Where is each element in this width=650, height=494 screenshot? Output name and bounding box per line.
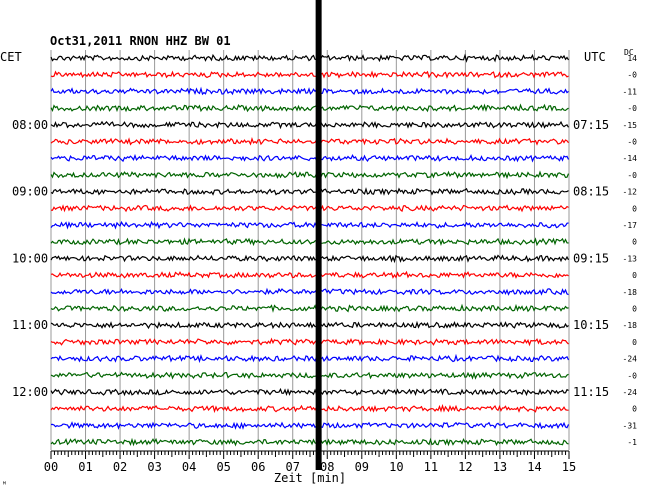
dc-offset-value: -0	[627, 104, 637, 113]
dc-offset-value: 0	[632, 405, 637, 414]
seismic-trace	[50, 303, 569, 313]
event-band	[315, 0, 322, 470]
dc-offset-value: 0	[632, 338, 637, 347]
dc-label: DC	[624, 48, 634, 57]
right-zone-label: UTC	[584, 50, 606, 64]
left-zone-label: CET	[0, 50, 22, 64]
x-tick-label: 10	[389, 460, 403, 474]
event-marker	[315, 0, 322, 470]
seismic-trace	[50, 153, 570, 163]
x-tick-label: 00	[44, 460, 58, 474]
dc-offset-value: -11	[623, 87, 638, 96]
x-tick-label: 05	[216, 460, 230, 474]
dc-offset-value: -1	[627, 438, 637, 447]
seismic-trace	[50, 270, 569, 279]
x-tick-label: 07	[286, 460, 300, 474]
dc-offset-value: -12	[623, 188, 638, 197]
seismic-trace	[50, 421, 570, 430]
dc-offset-value: -24	[623, 355, 638, 364]
seismic-trace	[50, 170, 570, 180]
dc-offset-value: -17	[623, 221, 638, 230]
utc-hour-label: 08:15	[573, 185, 609, 199]
x-tick-label: 04	[182, 460, 196, 474]
x-axis-label: Zeit [min]	[274, 471, 346, 485]
utc-hour-label: 11:15	[573, 385, 609, 399]
x-tick-label: 01	[78, 460, 92, 474]
dc-offset-value: 14	[627, 54, 637, 63]
x-tick-label: 14	[527, 460, 541, 474]
seismic-trace	[50, 337, 569, 347]
dc-offset-value: 0	[632, 238, 637, 247]
x-tick-label: 13	[493, 460, 507, 474]
dc-offset-value: 0	[632, 204, 637, 213]
seismic-trace	[50, 70, 569, 79]
seismic-trace	[50, 53, 570, 63]
x-tick-label: 11	[424, 460, 438, 474]
dc-offset-value: 0	[632, 271, 637, 280]
x-tick-label: 08	[320, 460, 334, 474]
dc-offset-value: -31	[623, 421, 638, 430]
dc-offset-value: -14	[623, 154, 638, 163]
utc-hour-label: 09:15	[573, 251, 609, 265]
seismic-trace	[50, 137, 569, 146]
cet-hour-label: 11:00	[12, 318, 48, 332]
seismic-trace	[50, 403, 569, 414]
utc-hour-label: 07:15	[573, 118, 609, 132]
seismic-trace	[50, 437, 569, 447]
seismic-trace	[50, 387, 569, 397]
seismic-trace	[50, 287, 569, 296]
cet-hour-labels: 08:00 09:00 10:00 11:00 12:00	[12, 118, 48, 399]
x-tick-label: 03	[147, 460, 161, 474]
cet-hour-label: 08:00	[12, 118, 48, 132]
seismic-trace	[50, 204, 569, 213]
seismic-trace	[50, 187, 569, 196]
seismic-traces	[50, 53, 570, 447]
dc-offset-value: -0	[627, 138, 637, 147]
seismic-trace	[50, 353, 570, 364]
dc-offset-value: -0	[627, 171, 637, 180]
seismic-trace	[50, 120, 570, 130]
seismic-trace	[50, 320, 569, 330]
cet-hour-label: 09:00	[12, 185, 48, 199]
x-tick-label: 02	[113, 460, 127, 474]
x-tick-label: 09	[355, 460, 369, 474]
x-axis: 00 01 02 03 04 05 06 07 08 09 10 11 12 13 14 15	[44, 450, 576, 474]
chart-title: Oct31,2011 RNON HHZ BW 01	[50, 34, 231, 48]
cet-hour-label: 10:00	[12, 251, 48, 265]
dc-offset-value: -0	[627, 371, 637, 380]
dc-offset-value: -15	[623, 121, 638, 130]
dc-offset-value: -18	[623, 321, 638, 330]
cet-hour-label: 12:00	[12, 385, 48, 399]
dc-offset-value: -18	[623, 288, 638, 297]
seismic-trace	[50, 254, 570, 264]
time-grid	[50, 50, 570, 450]
seismic-trace	[50, 86, 569, 96]
utc-hour-labels: 07:15 08:15 09:15 10:15 11:15	[573, 118, 609, 399]
utc-hour-label: 10:15	[573, 318, 609, 332]
corner-mark: ᴹ	[2, 480, 7, 489]
seismic-trace	[50, 371, 569, 380]
seismic-trace	[50, 103, 569, 113]
dc-offset-value: -13	[623, 254, 638, 263]
seismic-trace	[50, 237, 569, 247]
dc-offset-value: 0	[632, 305, 637, 314]
dc-offset-values: 14 -0 -11 -0 -15 -0 -14 -0 -12 0 -17 0 -13 0 -18 0 -18 0 -…	[623, 54, 638, 447]
x-tick-label: 06	[251, 460, 265, 474]
dc-offset-value: -24	[623, 388, 638, 397]
x-tick-label: 12	[458, 460, 472, 474]
dc-offset-value: -0	[627, 71, 637, 80]
x-tick-label: 15	[562, 460, 576, 474]
seismic-trace	[50, 220, 569, 230]
